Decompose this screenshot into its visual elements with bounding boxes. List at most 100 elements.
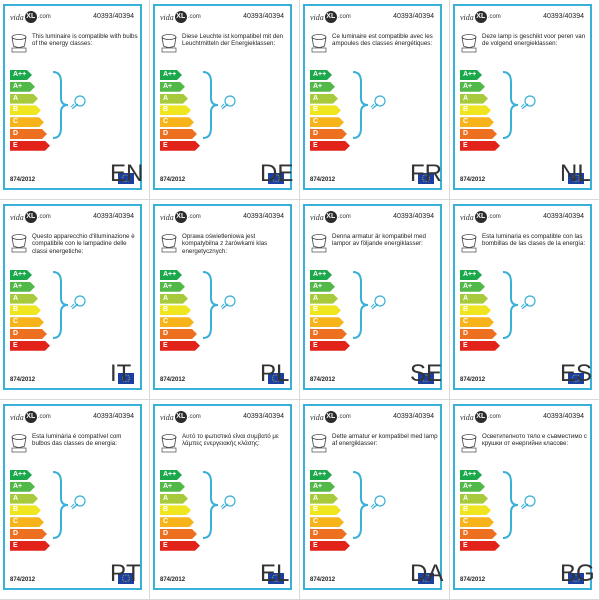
brand-x: XL	[24, 11, 37, 23]
lamp-icon	[161, 434, 177, 453]
energy-class-label: A+	[313, 282, 323, 290]
energy-label-card: vida XL .com 40393/40394 Questo apparecc…	[3, 204, 142, 390]
energy-class-bar: C	[460, 317, 494, 327]
brand-prefix: vida	[160, 212, 174, 222]
eu-flag-icon	[418, 173, 434, 184]
energy-class-scale: A++ A+ A B C D E	[160, 270, 200, 353]
energy-class-bar: A+	[310, 482, 335, 492]
eu-flag-icon	[118, 373, 134, 384]
energy-class-scale: A++ A+ A B C D E	[460, 70, 500, 153]
label-cell-bg: vida XL .com 40393/40394 Осветителното т…	[450, 400, 600, 600]
energy-label-card: vida XL .com 40393/40394 Denna armatur ä…	[303, 204, 442, 390]
compatibility-text: Denna armatur är kompatibel med lampor a…	[332, 233, 426, 248]
brand-suffix: .com	[187, 14, 201, 20]
energy-class-bar: D	[10, 529, 47, 539]
energy-class-bar: B	[160, 505, 191, 515]
brand-suffix: .com	[487, 414, 501, 420]
energy-class-label: B	[163, 106, 169, 114]
brand-x: XL	[174, 211, 187, 223]
model-number: 40393/40394	[543, 413, 584, 420]
energy-class-bar: B	[460, 105, 491, 115]
energy-class-label: E	[13, 341, 18, 349]
energy-class-label: E	[313, 541, 318, 549]
energy-class-scale: A++ A+ A B C D E	[310, 470, 350, 553]
brand-x: XL	[474, 411, 487, 423]
energy-class-bar: A++	[310, 470, 332, 480]
energy-class-label: A	[163, 494, 169, 502]
eu-flag-icon	[418, 573, 434, 584]
energy-class-label: A++	[163, 471, 177, 478]
model-number: 40393/40394	[243, 413, 284, 420]
energy-class-bar: A+	[310, 282, 335, 292]
energy-class-label: A+	[13, 482, 23, 490]
energy-class-bar: C	[160, 117, 194, 127]
energy-class-bar: E	[460, 141, 500, 151]
label-cell-pt: vida XL .com 40393/40394 Esta luminária …	[0, 400, 150, 600]
energy-class-label: A	[13, 94, 19, 102]
energy-class-label: C	[463, 318, 469, 326]
energy-label-card: vida XL .com 40393/40394 Esta luminária …	[3, 404, 142, 590]
regulation-number: 874/2012	[160, 377, 186, 383]
energy-class-bar: C	[460, 517, 494, 527]
eu-flag-icon	[118, 573, 134, 584]
energy-class-bar: B	[310, 105, 341, 115]
regulation-number: 874/2012	[460, 577, 486, 583]
energy-class-bar: C	[160, 317, 194, 327]
regulation-number: 874/2012	[160, 177, 186, 183]
energy-label-card: vida XL .com 40393/40394 Oprawa oświetle…	[153, 204, 292, 390]
label-cell-pl: vida XL .com 40393/40394 Oprawa oświetle…	[150, 200, 300, 400]
brace-icon	[202, 271, 236, 339]
brand-suffix: .com	[37, 414, 51, 420]
energy-class-bar: A+	[160, 482, 185, 492]
energy-class-bar: E	[10, 141, 50, 151]
brace-icon	[502, 71, 536, 139]
label-cell-el: vida XL .com 40393/40394 Αυτό το φωτιστι…	[150, 400, 300, 600]
energy-class-label: C	[463, 518, 469, 526]
compatibility-text: Αυτό το φωτιστικό είναι συμβατό με λάμπε…	[182, 433, 279, 448]
compatibility-text: This luminaire is compatible with bulbs …	[32, 33, 138, 48]
brand-logo: vida XL .com	[460, 211, 501, 223]
language-code: ES	[560, 360, 593, 387]
model-number: 40393/40394	[393, 413, 434, 420]
energy-class-bar: C	[10, 517, 44, 527]
energy-class-label: B	[313, 306, 319, 314]
energy-class-label: A++	[463, 471, 477, 478]
energy-class-bar: A++	[310, 270, 332, 280]
energy-class-label: A+	[463, 482, 473, 490]
model-number: 40393/40394	[93, 213, 134, 220]
brand-suffix: .com	[37, 214, 51, 220]
energy-class-label: D	[313, 129, 319, 137]
energy-class-bar: B	[160, 105, 191, 115]
energy-class-label: A	[163, 294, 169, 302]
brand-prefix: vida	[460, 12, 474, 22]
regulation-number: 874/2012	[10, 377, 36, 383]
energy-class-scale: A++ A+ A B C D E	[460, 470, 500, 553]
energy-class-label: D	[163, 129, 169, 137]
energy-class-scale: A++ A+ A B C D E	[10, 270, 50, 353]
energy-class-label: A++	[163, 271, 177, 278]
brand-suffix: .com	[337, 214, 351, 220]
brace-icon	[352, 71, 386, 139]
energy-class-label: D	[13, 329, 19, 337]
energy-class-scale: A++ A+ A B C D E	[160, 470, 200, 553]
model-number: 40393/40394	[93, 413, 134, 420]
eu-flag-icon	[118, 173, 134, 184]
energy-label-card: vida XL .com 40393/40394 Esta luminaria …	[453, 204, 592, 390]
energy-class-bar: D	[460, 129, 497, 139]
brand-prefix: vida	[10, 12, 24, 22]
lightbulb-icon	[520, 295, 536, 310]
lightbulb-icon	[520, 495, 536, 510]
energy-class-bar: A+	[10, 482, 35, 492]
brand-prefix: vida	[160, 12, 174, 22]
energy-class-scale: A++ A+ A B C D E	[10, 70, 50, 153]
language-code: SE	[410, 360, 443, 387]
energy-class-bar: E	[10, 541, 50, 551]
language-code: BG	[560, 560, 595, 587]
energy-class-bar: E	[10, 341, 50, 351]
model-number: 40393/40394	[393, 213, 434, 220]
energy-class-bar: C	[310, 517, 344, 527]
language-code: PT	[110, 560, 141, 587]
energy-class-label: A	[313, 294, 319, 302]
energy-class-bar: C	[10, 117, 44, 127]
